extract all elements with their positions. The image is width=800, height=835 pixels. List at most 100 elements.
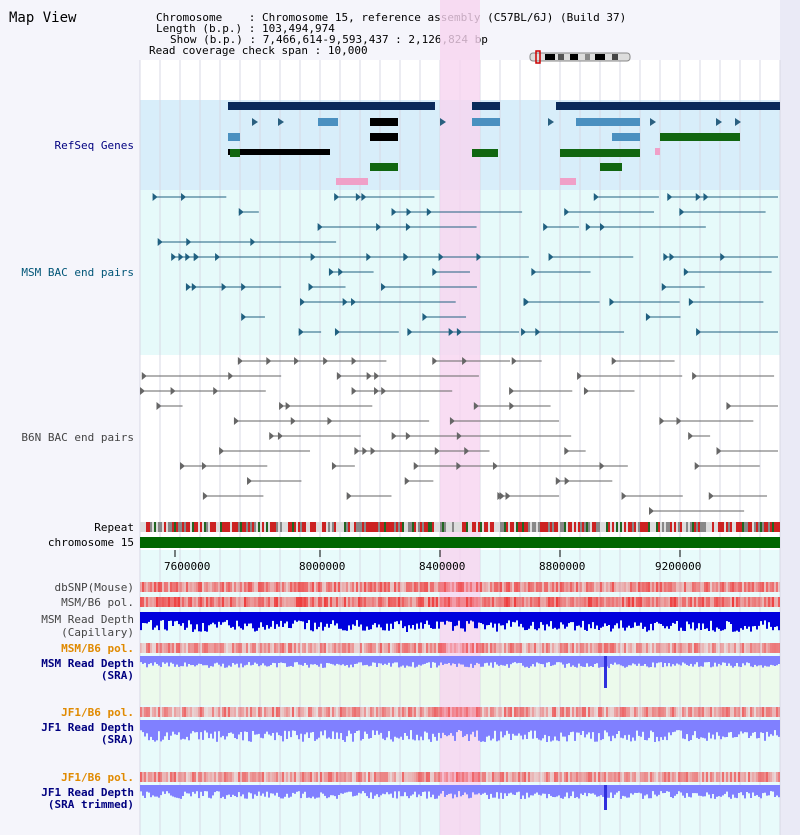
polymorphism-cell (712, 582, 714, 592)
polymorphism-cell (628, 582, 630, 592)
track-label-msm-bac[interactable]: MSM BAC end pairs (21, 266, 134, 279)
polymorphism-cell (694, 643, 696, 653)
track-label-chromosome[interactable]: chromosome 15 (47, 536, 134, 549)
track-label-repeat[interactable]: Repeat (94, 521, 134, 534)
read-depth-bar (652, 612, 654, 631)
read-depth-bar (648, 612, 650, 631)
polymorphism-cell (666, 707, 668, 717)
read-depth-bar (434, 656, 436, 663)
read-depth-bar (226, 720, 228, 737)
repeat-element (596, 522, 598, 532)
read-depth-bar (680, 656, 682, 666)
polymorphism-cell (576, 582, 578, 592)
read-depth-bar (284, 656, 286, 664)
polymorphism-cell (196, 597, 198, 607)
read-depth-bar (710, 656, 712, 668)
track-label-msm-b6-pol-2[interactable]: MSM/B6 pol. (61, 642, 134, 655)
ideogram-band (595, 54, 605, 60)
repeat-element (644, 522, 646, 532)
polymorphism-cell (178, 772, 180, 782)
read-depth-bar (734, 656, 736, 667)
read-depth-bar (620, 785, 622, 799)
polymorphism-cell (492, 772, 494, 782)
track-label-refseq[interactable]: RefSeq Genes (54, 139, 134, 152)
read-depth-bar (532, 785, 534, 796)
read-depth-bar (760, 612, 762, 622)
read-depth-bar (462, 656, 464, 665)
polymorphism-cell (500, 582, 502, 592)
polymorphism-cell (168, 643, 170, 653)
polymorphism-cell (552, 772, 554, 782)
track-label-b6n-bac[interactable]: B6N BAC end pairs (21, 431, 134, 444)
read-depth-bar (326, 612, 328, 624)
read-depth-bar (402, 612, 404, 629)
track-label-msm-b6-pol-1[interactable]: MSM/B6 pol. (61, 596, 134, 609)
read-depth-bar (558, 785, 560, 796)
repeat-element (630, 522, 632, 532)
polymorphism-cell (708, 772, 710, 782)
repeat-element (608, 522, 610, 532)
polymorphism-cell (738, 707, 740, 717)
read-depth-bar (312, 785, 314, 797)
polymorphism-cell (768, 582, 770, 592)
polymorphism-cell (328, 643, 330, 653)
read-depth-bar (452, 656, 454, 664)
polymorphism-cell (652, 582, 654, 592)
track-label-jf1-depth-sra[interactable]: JF1 Read Depth (41, 721, 134, 734)
bac-end-marker (391, 208, 397, 216)
track-label-jf1-b6-pol-2[interactable]: JF1/B6 pol. (61, 771, 134, 784)
repeat-element (230, 522, 232, 532)
ideogram-band (570, 54, 578, 60)
polymorphism-cell (574, 643, 576, 653)
read-depth-bar (644, 785, 646, 796)
polymorphism-cell (228, 772, 230, 782)
polymorphism-cell (384, 582, 386, 592)
read-depth-bar (348, 720, 350, 731)
polymorphism-cell (576, 597, 578, 607)
bac-end-marker (432, 268, 438, 276)
polymorphism-cell (190, 772, 192, 782)
repeat-element (698, 522, 700, 532)
read-depth-bar (198, 785, 200, 799)
repeat-element (170, 522, 172, 532)
read-depth-bar (298, 720, 300, 740)
repeat-element (204, 522, 206, 532)
polymorphism-cell (530, 772, 532, 782)
polymorphism-cell (370, 772, 372, 782)
polymorphism-cell (522, 707, 524, 717)
polymorphism-cell (244, 772, 246, 782)
track-label-jf1-depth-trimmed[interactable]: JF1 Read Depth (41, 786, 134, 799)
read-depth-bar (630, 720, 632, 742)
polymorphism-cell (504, 597, 506, 607)
polymorphism-cell (560, 643, 562, 653)
track-label-jf1-b6-pol-1[interactable]: JF1/B6 pol. (61, 706, 134, 719)
read-depth-bar (714, 612, 716, 632)
read-depth-bar (562, 785, 564, 799)
read-depth-bar (742, 720, 744, 734)
track-label-dbsnp[interactable]: dbSNP(Mouse) (54, 581, 134, 594)
read-depth-bar (576, 656, 578, 668)
polymorphism-cell (728, 643, 730, 653)
read-depth-bar (162, 612, 164, 621)
polymorphism-cell (258, 772, 260, 782)
track-label-msm-depth-capillary[interactable]: MSM Read Depth (41, 613, 134, 626)
polymorphism-cell (284, 643, 286, 653)
read-depth-bar (608, 720, 610, 737)
read-depth-bar (748, 656, 750, 664)
bac-end-marker (351, 357, 357, 365)
read-depth-bar (368, 656, 370, 667)
polymorphism-cell (718, 582, 720, 592)
read-depth-bar (330, 720, 332, 739)
track-label-msm-depth-sra[interactable]: MSM Read Depth (41, 657, 134, 670)
polymorphism-cell (674, 643, 676, 653)
read-depth-bar (302, 785, 304, 794)
repeat-element (616, 522, 618, 532)
polymorphism-cell (690, 707, 692, 717)
polymorphism-cell (272, 597, 274, 607)
polymorphism-cell (406, 582, 408, 592)
polymorphism-cell (638, 772, 640, 782)
gene-feature (370, 118, 398, 126)
polymorphism-cell (774, 772, 776, 782)
polymorphism-cell (552, 582, 554, 592)
